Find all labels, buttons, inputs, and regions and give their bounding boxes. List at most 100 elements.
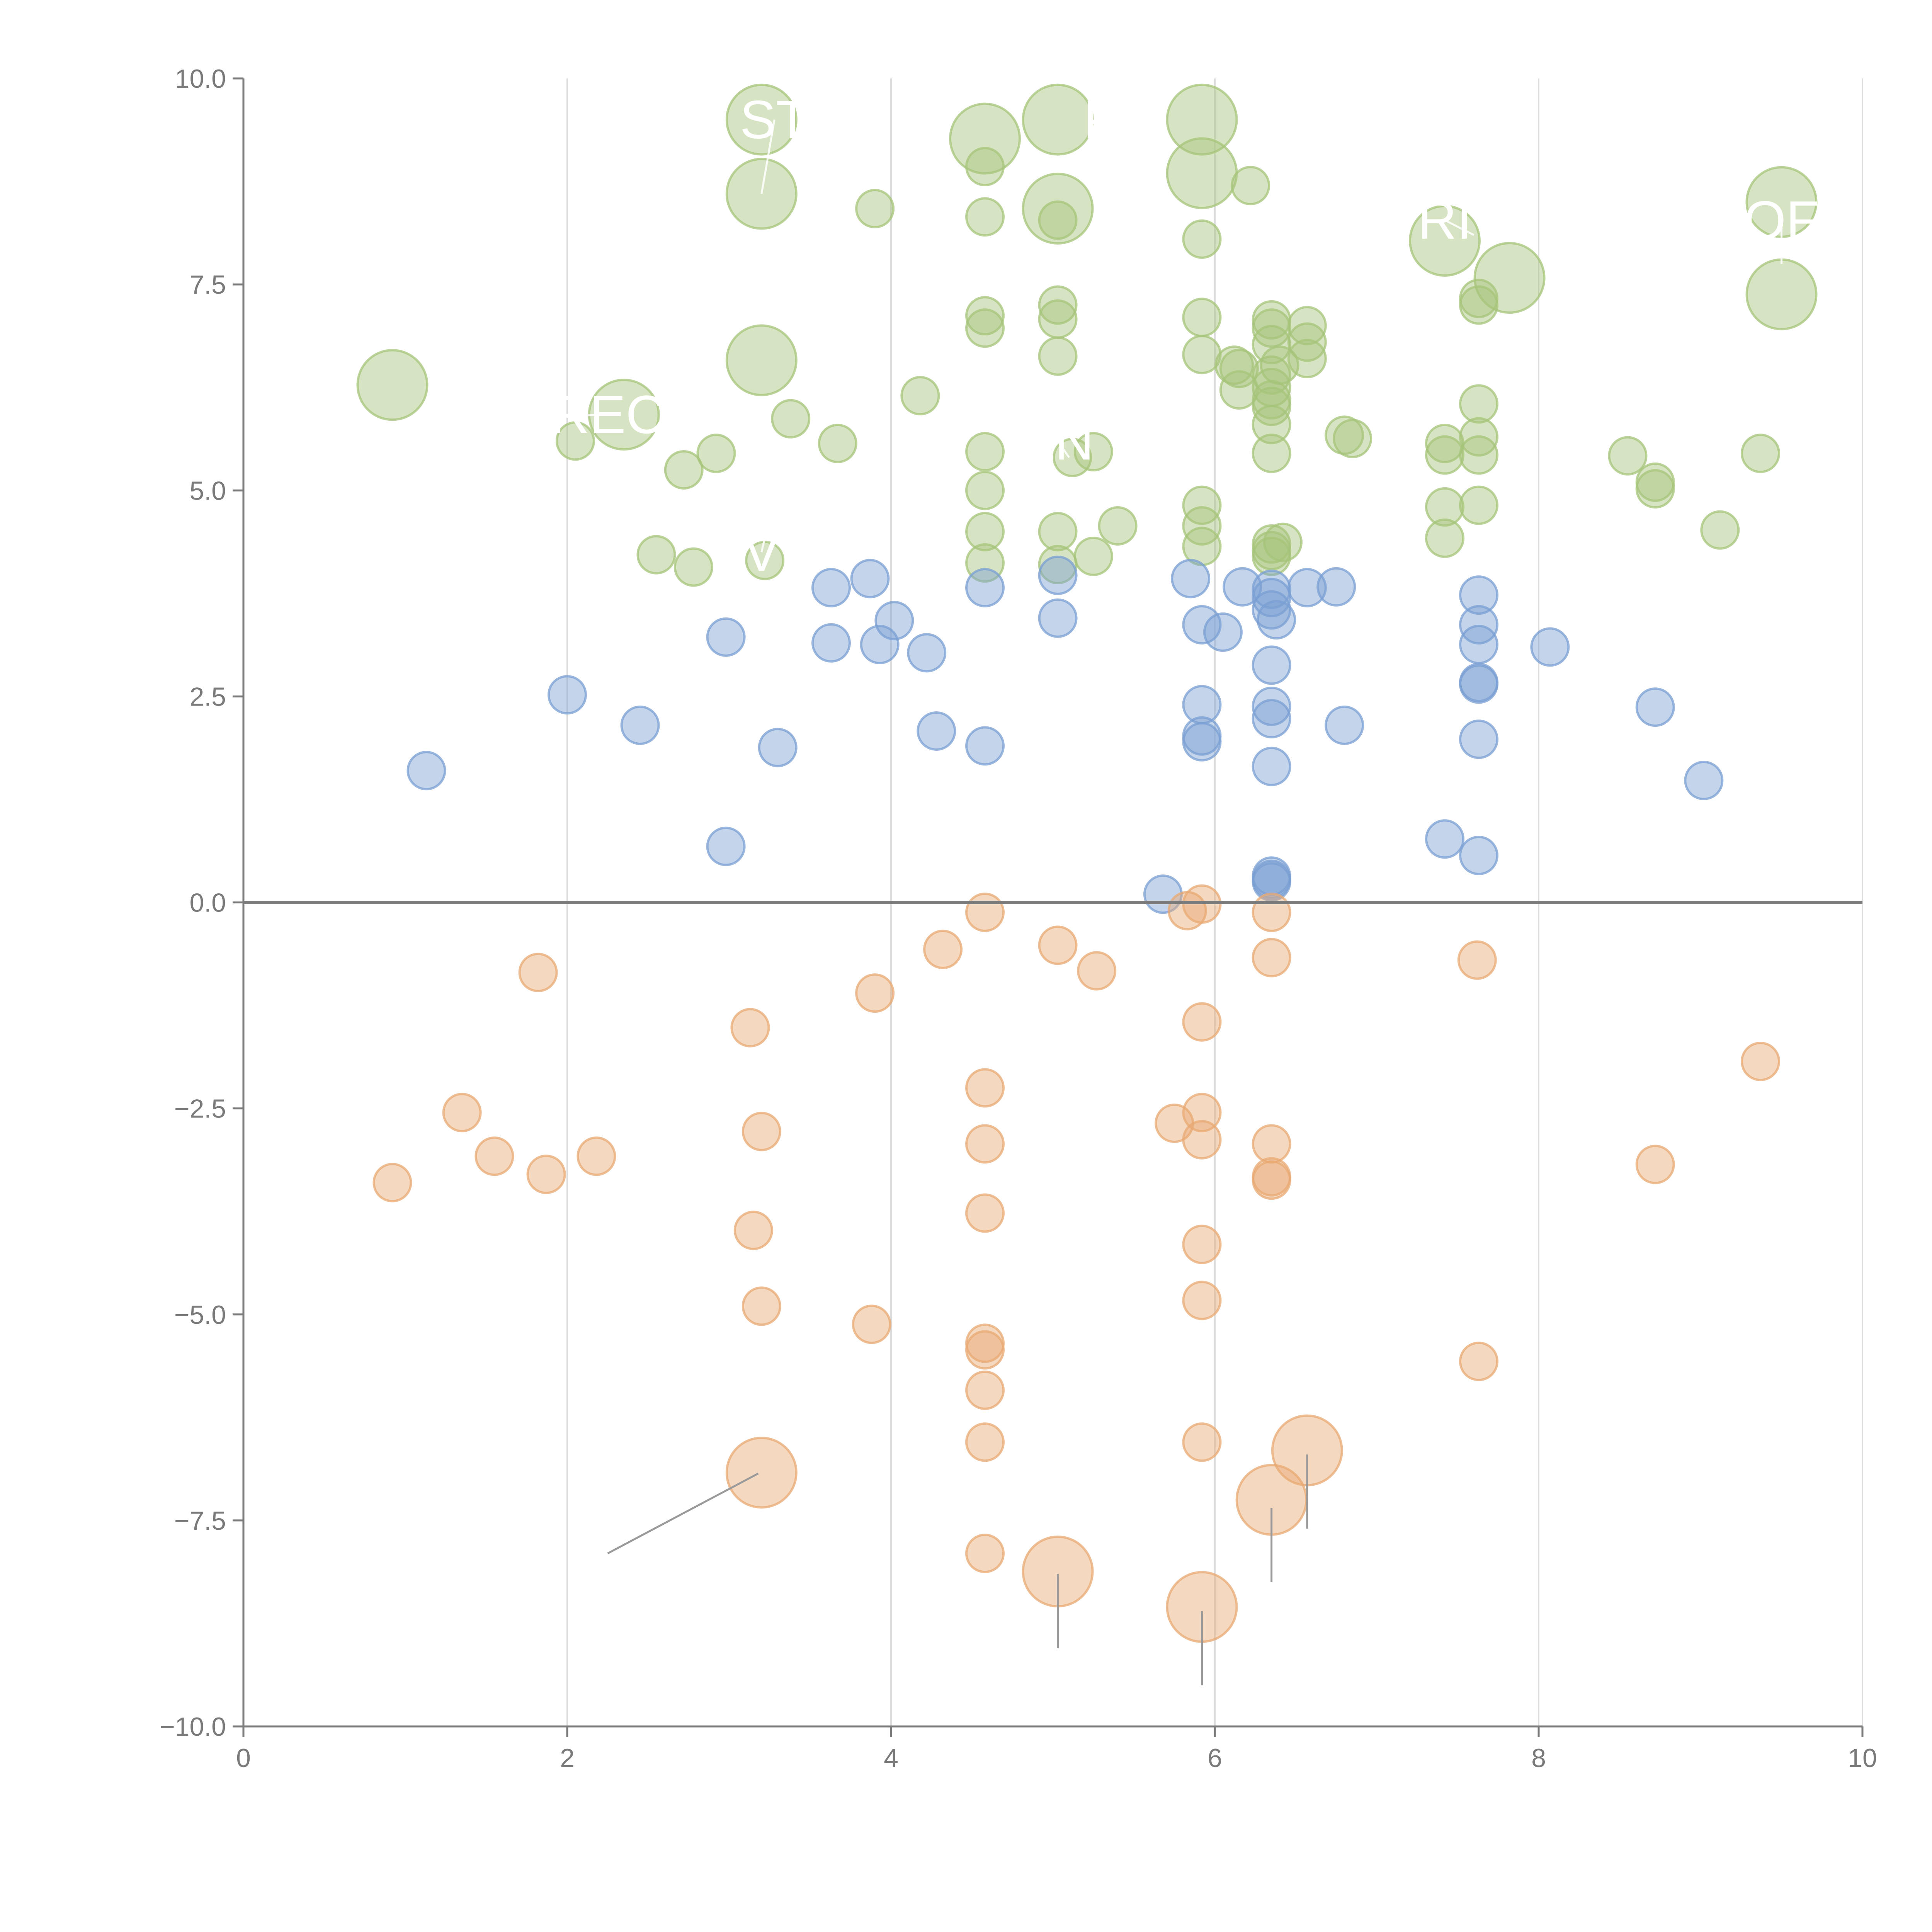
data-point	[673, 547, 713, 587]
data-point	[526, 1155, 566, 1194]
y-tick-label: 10.0	[175, 64, 226, 94]
data-point	[965, 568, 1005, 607]
data-point	[1182, 219, 1222, 259]
data-point	[855, 973, 895, 1013]
data-point	[1459, 575, 1498, 615]
data-point	[1182, 1225, 1222, 1264]
x-tick-label: 0	[236, 1743, 251, 1773]
data-point	[965, 512, 1005, 551]
data-point	[1608, 436, 1648, 476]
y-tick-label: −10.0	[160, 1712, 226, 1742]
data-point	[965, 308, 1005, 348]
data-point	[1182, 1093, 1222, 1133]
data-point	[1182, 298, 1222, 337]
x-tick-label: 6	[1208, 1743, 1222, 1773]
data-point	[577, 1136, 616, 1176]
big-point	[1745, 258, 1818, 330]
big-point	[1166, 137, 1238, 209]
data-point	[1530, 627, 1570, 667]
data-point	[917, 711, 956, 751]
big-point	[725, 324, 798, 396]
data-point	[1038, 925, 1078, 965]
annotation-leader	[1444, 219, 1475, 236]
data-point	[555, 421, 595, 461]
data-point	[1182, 506, 1222, 546]
data-point	[1038, 512, 1078, 551]
data-point	[1459, 625, 1498, 665]
data-point	[965, 1422, 1005, 1462]
data-point	[965, 1124, 1005, 1164]
y-tick-label: 2.5	[189, 682, 226, 711]
big-point	[1408, 205, 1481, 277]
data-point	[965, 147, 1005, 187]
data-point	[965, 1370, 1005, 1410]
data-point	[1741, 1042, 1781, 1082]
data-point	[1287, 568, 1327, 607]
x-tick-label: 10	[1848, 1743, 1877, 1773]
data-point	[1287, 322, 1327, 362]
big-point	[1473, 242, 1546, 314]
annotation-label: ST	[740, 89, 809, 150]
data-point	[1425, 435, 1464, 475]
data-point	[1700, 510, 1740, 550]
data-point	[965, 197, 1005, 237]
data-point	[620, 706, 660, 745]
data-point	[1073, 432, 1113, 472]
data-point	[1325, 706, 1364, 745]
data-point	[850, 559, 890, 599]
data-point	[1219, 370, 1259, 410]
annotation-leader	[760, 538, 766, 553]
data-point	[742, 1112, 781, 1151]
data-point	[818, 423, 857, 463]
data-point	[1459, 664, 1498, 704]
data-point	[1287, 306, 1327, 345]
data-point	[965, 726, 1005, 766]
y-tick-label: 7.5	[189, 270, 226, 299]
data-point	[474, 1136, 514, 1176]
data-point	[1203, 612, 1243, 652]
y-tick-label: −7.5	[174, 1506, 226, 1536]
data-point	[811, 568, 851, 607]
data-point	[1182, 1422, 1222, 1462]
data-point	[965, 1534, 1005, 1573]
data-point	[1098, 506, 1138, 546]
data-point	[1077, 951, 1117, 991]
data-point	[1459, 384, 1498, 424]
data-point	[1252, 325, 1291, 364]
data-point	[1252, 645, 1291, 685]
data-point	[1333, 418, 1372, 458]
data-point	[1287, 339, 1327, 379]
data-point	[1252, 1160, 1291, 1200]
data-point	[965, 432, 1005, 472]
data-point	[1252, 308, 1291, 348]
leader-line	[607, 1473, 759, 1554]
data-point	[1425, 487, 1464, 527]
data-point	[1182, 605, 1222, 645]
y-tick-label: 0.0	[189, 888, 226, 918]
data-point	[1635, 687, 1675, 727]
data-point	[965, 1330, 1005, 1370]
data-point	[1425, 518, 1464, 558]
data-point	[1257, 600, 1296, 640]
big-point	[725, 1437, 798, 1509]
data-point	[1741, 434, 1781, 473]
data-point	[811, 623, 851, 663]
data-point	[1459, 1342, 1498, 1381]
data-point	[548, 675, 587, 715]
data-point	[696, 434, 736, 473]
data-point	[1459, 285, 1498, 325]
axes: 0 2 4 6 8 10 10.0 7.5 5.0 2.5 0.0 −2.5 −5.0 −7.5 −10.0	[160, 64, 1877, 1773]
data-point	[771, 399, 811, 439]
big-point	[1166, 83, 1238, 156]
data-point	[855, 189, 895, 228]
data-point	[706, 617, 746, 657]
big-point	[949, 102, 1021, 175]
annotation-label: P	[1083, 89, 1119, 150]
data-point	[1684, 760, 1724, 800]
data-point	[965, 471, 1005, 510]
data-point	[1038, 285, 1078, 325]
data-point	[900, 376, 940, 416]
data-point	[1182, 485, 1222, 525]
data-point	[1252, 699, 1291, 738]
data-point	[1252, 405, 1291, 444]
